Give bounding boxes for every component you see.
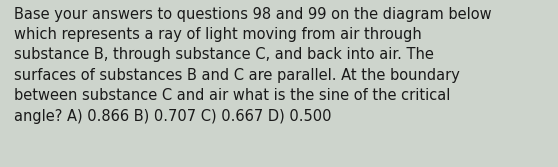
Text: Base your answers to questions 98 and 99 on the diagram below
which represents a: Base your answers to questions 98 and 99… — [14, 7, 492, 124]
